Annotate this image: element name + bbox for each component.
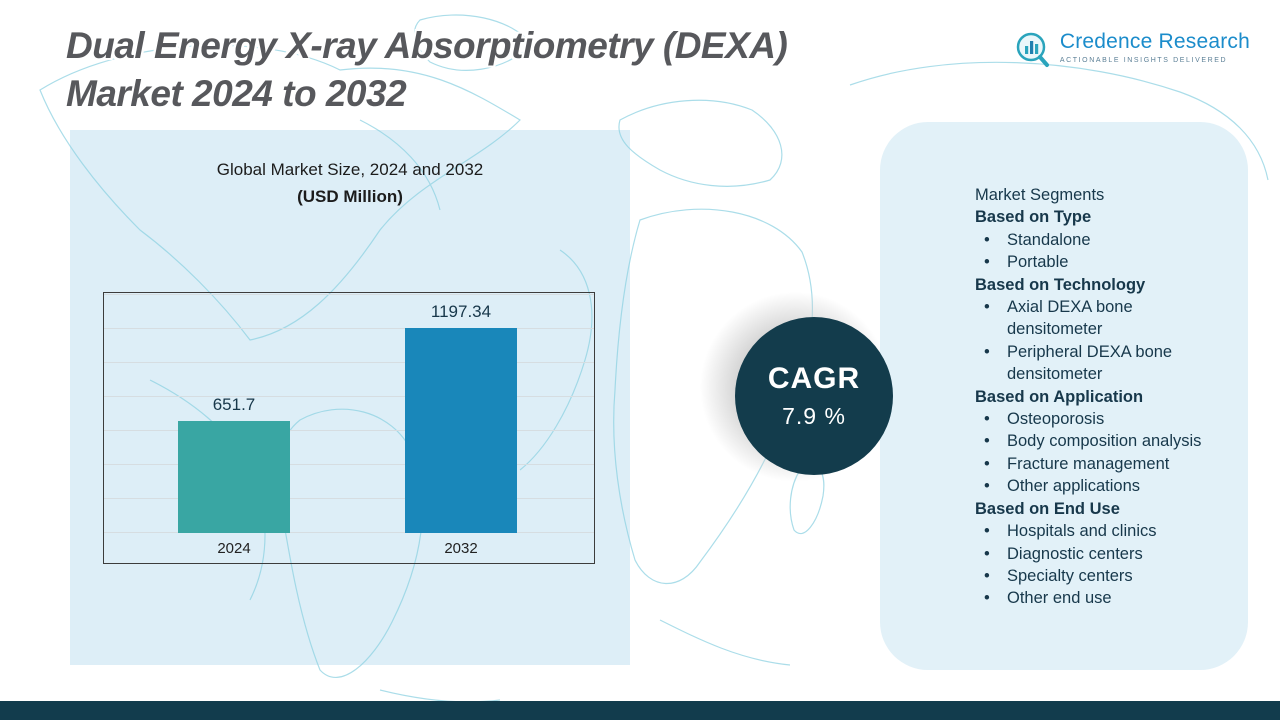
segment-item: Fracture management [975,453,1220,476]
page-title-line1: Dual Energy X-ray Absorptiometry (DEXA) [66,25,788,66]
chart-subtitle: (USD Million) [297,187,403,206]
cagr-value: 7.9 % [782,403,846,429]
segment-group-title: Based on End Use [975,499,1120,518]
footer-bar [0,701,1280,720]
bar-2032 [405,327,517,533]
cagr-badge: CAGR 7.9 % [735,317,893,475]
segment-item: Body composition analysis [975,430,1220,453]
segment-group-title: Based on Technology [975,275,1146,294]
logo-text: Credence Research Actionable Insights De… [1060,30,1250,64]
bar-value-label: 1197.34 [430,301,492,321]
segment-group-technology: Based on Technology Axial DEXA bone dens… [975,274,1220,386]
segment-group-end-use: Based on End Use Hospitals and clinics D… [975,498,1220,610]
logo-name: Credence Research [1059,30,1250,53]
page-title-line2: Market 2024 to 2032 [66,73,407,115]
logo-chart-magnifier-icon [1016,32,1049,67]
segment-item: Specialty centers [975,565,1220,588]
bar-group-2024: 651.7 [178,293,290,533]
segment-item: Hospitals and clinics [975,520,1220,543]
segment-item: Peripheral DEXA bone densitometer [975,341,1220,386]
cagr-label: CAGR [767,362,861,395]
bar-chart: 651.7 1197.34 2024 2032 [103,292,595,564]
credence-research-logo: Credence Research Actionable Insights De… [1012,30,1250,70]
segment-group-title: Based on Type [975,208,1092,227]
market-segments-panel: Market Segments Based on Type Standalone… [880,122,1248,670]
segment-item: Other end use [975,587,1220,610]
segment-group-title: Based on Application [975,387,1144,406]
segment-list: Standalone Portable [975,229,1220,274]
bar-2024 [178,421,290,533]
segment-item: Osteoporosis [975,408,1220,431]
bar-value-label: 651.7 [212,395,256,415]
x-axis-label-2032: 2032 [444,540,478,557]
x-axis-label-2024: 2024 [217,540,251,557]
segment-item: Portable [975,251,1220,274]
segment-item: Diagnostic centers [975,543,1220,566]
logo-tagline: Actionable Insights Delivered [1059,57,1228,64]
segment-item: Axial DEXA bone densitometer [975,296,1220,341]
chart-title: Global Market Size, 2024 and 2032 [216,160,484,179]
page-title: Dual Energy X-ray Absorptiometry (DEXA) … [66,22,966,118]
segment-item: Standalone [975,229,1220,252]
segment-group-application: Based on Application Osteoporosis Body c… [975,386,1220,498]
segment-group-type: Based on Type Standalone Portable [975,206,1220,274]
segment-list: Hospitals and clinics Diagnostic centers… [975,520,1220,610]
chart-heading: Global Market Size, 2024 and 2032 (USD M… [70,160,630,207]
segment-item: Other applications [975,475,1220,498]
segments-heading: Market Segments [975,186,1105,204]
segment-list: Axial DEXA bone densitometer Peripheral … [975,296,1220,386]
chart-plot-area: 651.7 1197.34 [104,293,594,533]
bar-group-2032: 1197.34 [405,293,517,533]
segment-list: Osteoporosis Body composition analysis F… [975,408,1220,498]
